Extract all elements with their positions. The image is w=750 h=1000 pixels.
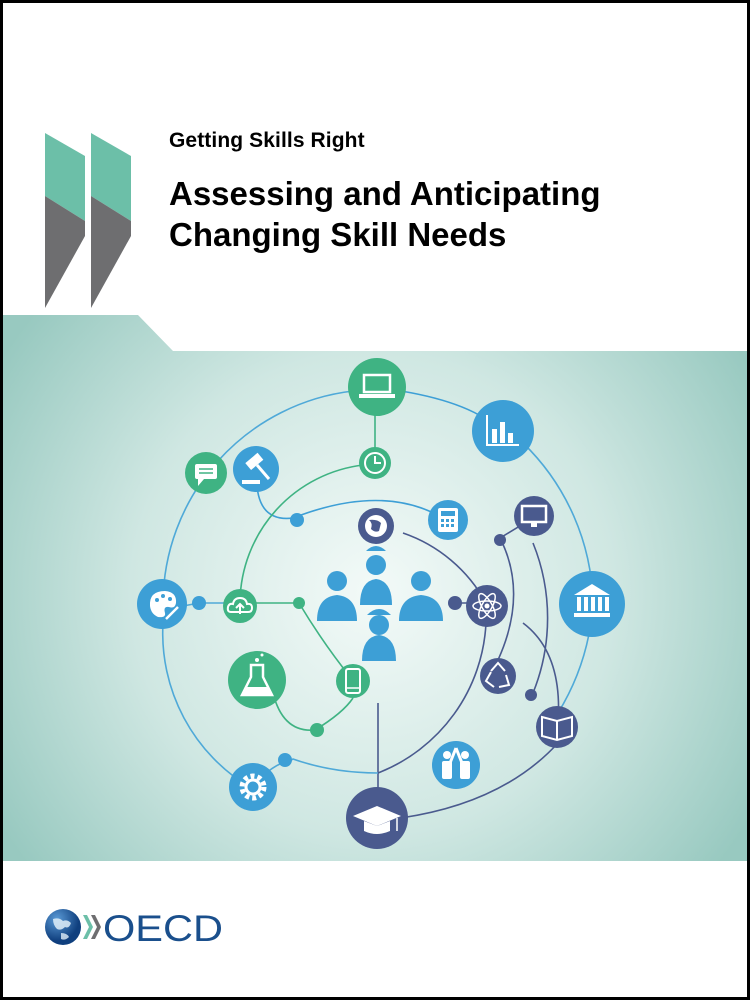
palette-icon — [137, 579, 187, 629]
atom-icon — [466, 585, 508, 627]
series-title: Getting Skills Right — [169, 129, 365, 152]
logo-chevrons-icon — [83, 915, 101, 939]
cloud-upload-icon — [223, 589, 257, 623]
bank-icon — [559, 571, 625, 637]
oecd-logo: OECD — [43, 903, 243, 956]
recycle-icon — [480, 658, 516, 694]
report-title-line2: Changing Skill Needs — [169, 216, 507, 253]
globe-logo-icon — [45, 909, 81, 945]
high-five-icon — [432, 741, 480, 789]
cover-illustration — [3, 315, 747, 861]
gear-icon — [229, 763, 277, 811]
gavel-icon — [233, 446, 279, 492]
oecd-wordmark: OECD — [103, 908, 223, 949]
globe-icon — [358, 508, 394, 544]
chat-icon — [185, 452, 227, 494]
graduation-cap-icon — [346, 787, 408, 849]
laptop-icon — [348, 358, 406, 416]
report-title: Assessing and Anticipating Changing Skil… — [169, 173, 601, 255]
calculator-icon — [428, 500, 468, 540]
clock-icon — [359, 447, 391, 479]
smartphone-icon — [336, 664, 370, 698]
report-title-line1: Assessing and Anticipating — [169, 175, 601, 212]
oecd-chevrons-icon — [45, 133, 131, 308]
book-icon — [536, 706, 578, 748]
people-icon — [317, 546, 443, 661]
flask-icon — [228, 651, 286, 709]
monitor-icon — [514, 496, 554, 536]
bar-chart-icon — [472, 400, 534, 462]
